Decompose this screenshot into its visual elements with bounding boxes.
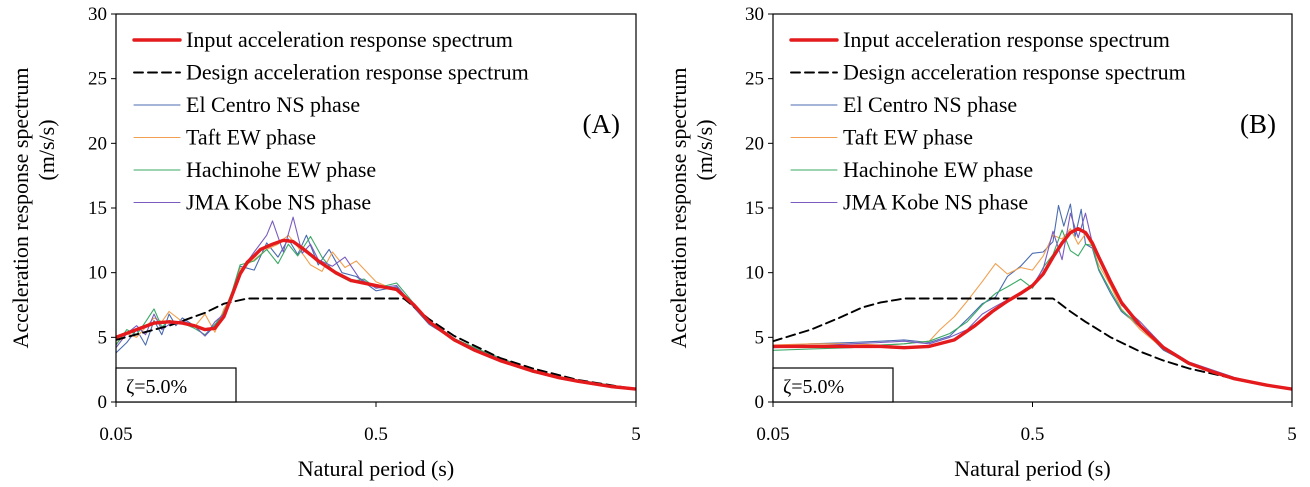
x-tick-label: 0.5 bbox=[1021, 424, 1045, 445]
series-line-0 bbox=[116, 238, 636, 391]
y-axis-unit-label: (m/s/s) bbox=[692, 119, 717, 180]
y-axis-label: Acceleration response spectrum bbox=[666, 68, 691, 349]
legend-entry-4: Hachinohe EW phase bbox=[186, 157, 376, 182]
y-tick-label: 10 bbox=[88, 263, 107, 284]
damping-label: ζ=5.0% bbox=[783, 376, 844, 398]
x-tick-label: 5 bbox=[1287, 424, 1297, 445]
chart-panel-a: 0 5 10 15 20 25 30 0.05 0.5 5 Natural period (s) Ac… bbox=[8, 4, 641, 481]
y-tick-label: 5 bbox=[98, 327, 108, 348]
series-line-5 bbox=[116, 216, 636, 390]
series-group bbox=[773, 203, 1292, 391]
legend-entry-1: Design acceleration response spectrum bbox=[843, 60, 1186, 85]
legend-entry-5: JMA Kobe NS phase bbox=[843, 190, 1028, 215]
legend-entry-2: El Centro NS phase bbox=[843, 92, 1017, 117]
series-line-5 bbox=[773, 212, 1292, 390]
panel-label: (B) bbox=[1240, 109, 1276, 139]
legend-entry-0: Input acceleration response spectrum bbox=[186, 27, 513, 52]
x-axis-label: Natural period (s) bbox=[954, 456, 1110, 481]
series-line-2 bbox=[773, 203, 1292, 390]
x-tick-label: 0.5 bbox=[364, 424, 388, 445]
series-line-0 bbox=[773, 227, 1292, 391]
y-tick-label: 20 bbox=[88, 133, 107, 154]
x-tick-label: 0.05 bbox=[99, 424, 132, 445]
legend-entry-0: Input acceleration response spectrum bbox=[843, 27, 1170, 52]
y-tick-label: 30 bbox=[745, 4, 764, 25]
panel-label: (A) bbox=[583, 109, 620, 139]
legend-entry-1: Design acceleration response spectrum bbox=[186, 60, 529, 85]
legend-entry-2: El Centro NS phase bbox=[186, 92, 360, 117]
damping-box bbox=[772, 367, 894, 403]
legend-entry-5: JMA Kobe NS phase bbox=[186, 190, 371, 215]
y-tick-label: 30 bbox=[88, 4, 107, 25]
series-line-1 bbox=[116, 297, 636, 391]
x-tick-label: 0.05 bbox=[756, 424, 789, 445]
legend: Input acceleration response spectrum Desi… bbox=[789, 27, 1186, 215]
damping-label: ζ=5.0% bbox=[126, 376, 187, 398]
legend-entry-4: Hachinohe EW phase bbox=[843, 157, 1033, 182]
y-axis-unit-label: (m/s/s) bbox=[34, 119, 59, 180]
x-axis-label: Natural period (s) bbox=[298, 456, 454, 481]
chart-panel-b: 0 5 10 15 20 25 30 0.05 0.5 5 Natural period (s) Ac… bbox=[666, 4, 1297, 481]
legend: Input acceleration response spectrum Desi… bbox=[132, 27, 529, 215]
y-tick-label: 25 bbox=[745, 69, 764, 90]
series-group bbox=[116, 216, 636, 391]
y-axis-label: Acceleration response spectrum bbox=[8, 68, 33, 349]
x-tick-label: 5 bbox=[631, 424, 641, 445]
y-tick-label: 0 bbox=[98, 392, 108, 413]
y-tick-label: 20 bbox=[745, 133, 764, 154]
legend-entry-3: Taft EW phase bbox=[843, 125, 973, 150]
damping-box bbox=[115, 367, 237, 403]
series-line-2 bbox=[116, 234, 636, 390]
y-tick-label: 15 bbox=[745, 198, 764, 219]
y-tick-label: 0 bbox=[755, 392, 765, 413]
series-line-4 bbox=[116, 235, 636, 390]
series-line-3 bbox=[116, 234, 636, 390]
legend-entry-3: Taft EW phase bbox=[186, 125, 316, 150]
y-tick-label: 5 bbox=[755, 327, 765, 348]
y-tick-label: 15 bbox=[88, 198, 107, 219]
y-tick-label: 25 bbox=[88, 69, 107, 90]
series-line-1 bbox=[773, 297, 1292, 391]
y-tick-label: 10 bbox=[745, 263, 764, 284]
